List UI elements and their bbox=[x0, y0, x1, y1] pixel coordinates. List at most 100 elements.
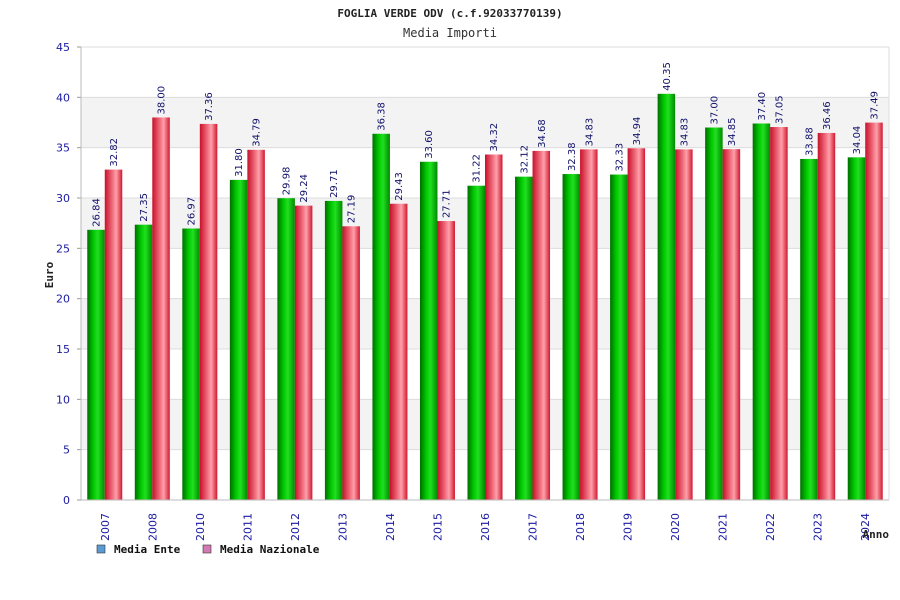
data-label: 32.38 bbox=[567, 142, 578, 171]
data-label: 32.12 bbox=[519, 145, 530, 174]
data-label: 29.71 bbox=[329, 169, 340, 198]
bar-media-nazionale bbox=[532, 150, 551, 500]
x-tick-label: 2008 bbox=[146, 513, 159, 541]
data-label: 31.22 bbox=[472, 154, 483, 183]
legend-swatch-media-ente bbox=[96, 544, 106, 554]
bar-media-nazionale bbox=[247, 149, 265, 500]
y-tick-label: 15 bbox=[56, 343, 70, 356]
data-labels: 26.84 32.82 27.35 38.00 26.97 37.36 31.80 34.79… bbox=[92, 62, 881, 227]
data-label: 36.46 bbox=[822, 101, 833, 130]
x-tick-label: 2019 bbox=[622, 513, 635, 541]
data-label: 34.83 bbox=[584, 118, 595, 147]
data-label: 34.85 bbox=[727, 118, 738, 147]
data-label: 27.71 bbox=[442, 189, 453, 218]
x-tick-label: 2022 bbox=[764, 513, 777, 541]
bar-media-nazionale bbox=[389, 203, 408, 500]
data-label: 36.38 bbox=[377, 102, 388, 131]
bar-media-ente bbox=[277, 198, 295, 500]
bar-media-ente bbox=[705, 127, 723, 501]
data-label: 29.98 bbox=[282, 167, 293, 196]
bar-media-ente bbox=[229, 179, 248, 500]
data-label: 37.00 bbox=[709, 96, 720, 125]
x-tick-label: 2018 bbox=[574, 513, 587, 541]
data-label: 34.94 bbox=[632, 117, 643, 146]
bar-media-ente bbox=[372, 133, 390, 501]
bar-media-ente bbox=[800, 158, 818, 500]
y-tick-label: 5 bbox=[63, 444, 70, 457]
data-label: 34.32 bbox=[489, 123, 500, 152]
x-tick-label: 2015 bbox=[431, 513, 444, 541]
data-label: 33.60 bbox=[424, 130, 435, 159]
bar-media-nazionale bbox=[485, 154, 503, 500]
legend: Media Ente Media Nazionale bbox=[96, 543, 320, 556]
x-tick-label: 2020 bbox=[669, 513, 682, 541]
x-tick-label: 2016 bbox=[479, 513, 492, 541]
data-label: 34.83 bbox=[679, 118, 690, 147]
bar-media-ente bbox=[610, 174, 628, 500]
bar-media-ente bbox=[134, 224, 153, 500]
y-tick-label: 30 bbox=[56, 192, 70, 205]
x-tick-label: 2013 bbox=[336, 513, 349, 541]
y-tick-label: 0 bbox=[63, 494, 70, 507]
bar-media-nazionale bbox=[437, 221, 455, 500]
data-label: 40.35 bbox=[662, 62, 673, 91]
x-tick-label: 2024 bbox=[859, 513, 872, 541]
bars bbox=[87, 93, 883, 501]
bar-media-nazionale bbox=[675, 149, 693, 501]
data-label: 33.88 bbox=[804, 127, 815, 156]
bar-media-nazionale bbox=[152, 117, 170, 500]
y-tick-label: 10 bbox=[56, 393, 70, 406]
y-axis-label: Euro bbox=[43, 261, 56, 288]
bar-media-ente bbox=[847, 157, 866, 500]
data-label: 34.68 bbox=[537, 119, 548, 148]
data-label: 29.43 bbox=[394, 172, 405, 201]
bar-media-nazionale bbox=[342, 226, 360, 500]
data-label: 31.80 bbox=[234, 148, 245, 177]
data-label: 37.49 bbox=[869, 91, 880, 120]
plot-band bbox=[81, 47, 889, 98]
data-label: 27.35 bbox=[139, 193, 150, 222]
bar-media-ente bbox=[87, 229, 105, 500]
data-label: 37.40 bbox=[757, 92, 768, 121]
y-tick-label: 25 bbox=[56, 242, 70, 255]
bar-media-ente bbox=[752, 123, 771, 501]
x-tick-label: 2017 bbox=[527, 513, 540, 541]
bar-media-nazionale bbox=[770, 127, 788, 500]
y-tick-label: 45 bbox=[56, 41, 70, 54]
x-tick-label: 2010 bbox=[194, 513, 207, 541]
x-tick-label: 2007 bbox=[99, 513, 112, 541]
axes bbox=[77, 46, 890, 501]
bar-media-nazionale bbox=[199, 123, 218, 500]
data-label: 34.04 bbox=[852, 126, 863, 155]
bar-media-ente bbox=[562, 174, 581, 501]
bar-media-nazionale bbox=[865, 122, 883, 500]
bar-media-ente bbox=[467, 185, 485, 500]
data-label: 37.36 bbox=[204, 92, 215, 121]
legend-label-media-nazionale: Media Nazionale bbox=[220, 543, 320, 556]
y-tick-label: 40 bbox=[56, 91, 70, 104]
data-label: 26.97 bbox=[187, 197, 198, 226]
bar-media-nazionale bbox=[817, 132, 836, 500]
bar-media-ente bbox=[515, 176, 533, 500]
bar-media-nazionale bbox=[580, 149, 598, 501]
y-tick-label: 20 bbox=[56, 293, 70, 306]
chart-subtitle: Media Importi bbox=[403, 26, 497, 40]
x-tick-label: 2023 bbox=[812, 513, 825, 541]
bar-media-nazionale bbox=[294, 205, 313, 500]
data-label: 26.84 bbox=[92, 198, 103, 227]
bar-media-ente bbox=[419, 161, 438, 500]
data-label: 38.00 bbox=[157, 86, 168, 115]
data-label: 27.19 bbox=[347, 195, 358, 224]
data-label: 37.05 bbox=[774, 95, 785, 124]
bar-media-ente bbox=[324, 200, 343, 501]
x-tick-label: 2011 bbox=[241, 513, 254, 541]
data-label: 29.24 bbox=[299, 174, 310, 203]
x-tick-labels: 2007 2008 2010 2011 2012 2013 2014 2015 2016 2017… bbox=[99, 513, 872, 541]
x-axis-label: Anno bbox=[863, 528, 890, 541]
bar-media-ente bbox=[182, 228, 200, 500]
bar-media-nazionale bbox=[627, 148, 646, 500]
x-tick-label: 2014 bbox=[384, 513, 397, 541]
bar-media-ente bbox=[657, 93, 676, 500]
